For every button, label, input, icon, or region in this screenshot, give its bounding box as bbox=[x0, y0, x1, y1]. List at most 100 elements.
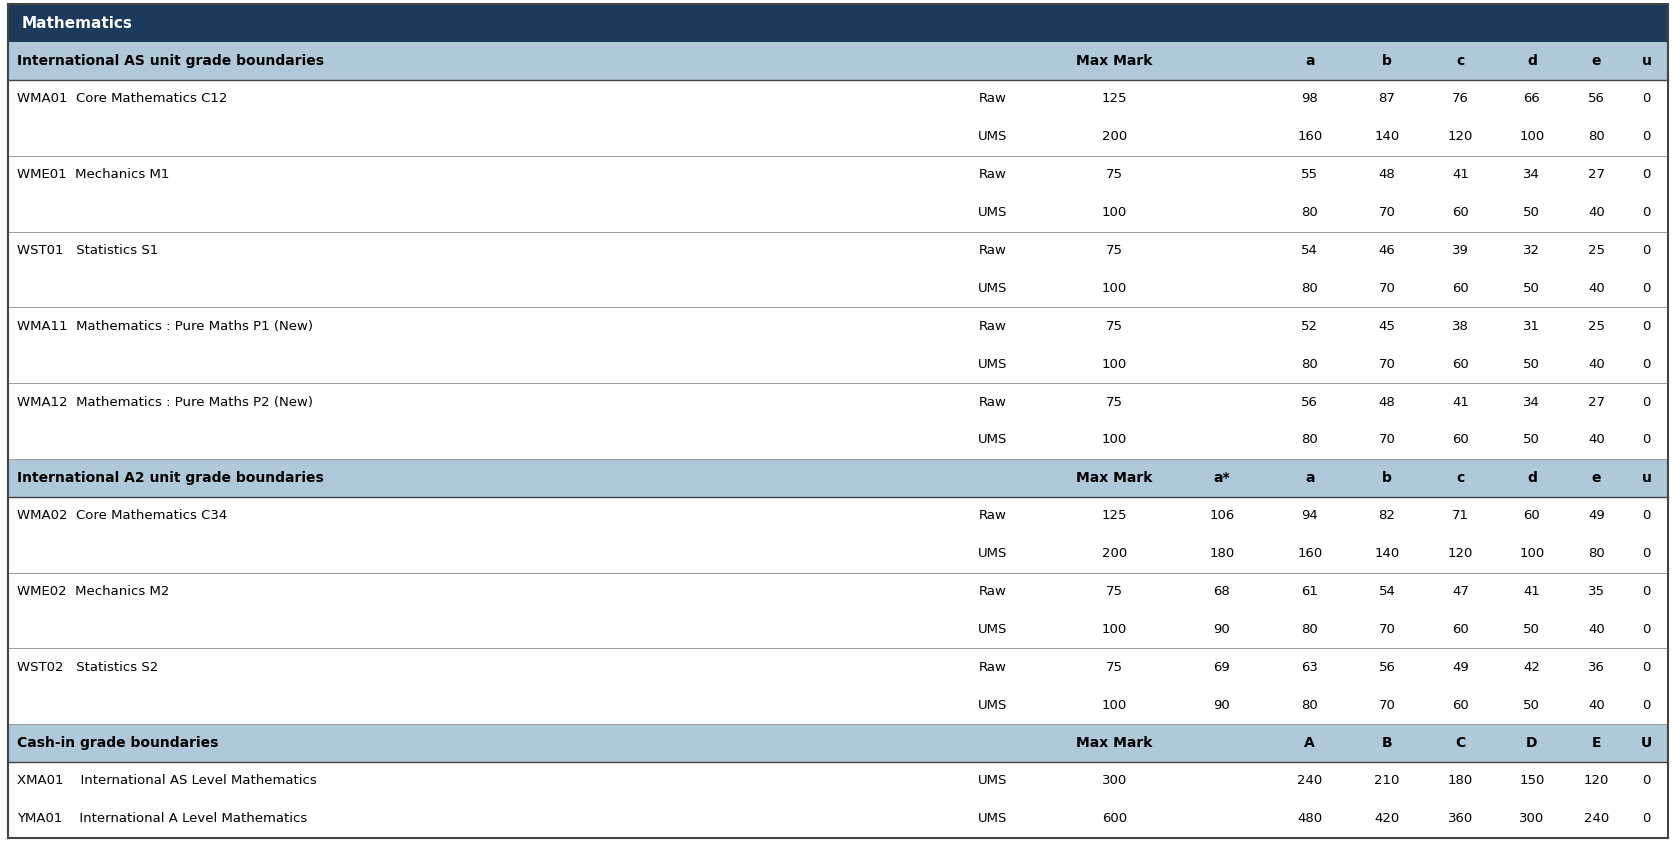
Text: 0: 0 bbox=[1642, 699, 1651, 711]
Text: 75: 75 bbox=[1106, 585, 1123, 598]
Text: 150: 150 bbox=[1518, 775, 1545, 787]
Text: 0: 0 bbox=[1642, 206, 1651, 219]
Text: 0: 0 bbox=[1642, 623, 1651, 636]
Text: 100: 100 bbox=[1101, 699, 1128, 711]
Text: a: a bbox=[1306, 471, 1314, 485]
Text: 70: 70 bbox=[1378, 434, 1396, 446]
Text: 82: 82 bbox=[1378, 509, 1396, 522]
Text: 40: 40 bbox=[1589, 206, 1604, 219]
Text: d: d bbox=[1527, 471, 1537, 485]
Text: 45: 45 bbox=[1378, 320, 1396, 333]
Text: 0: 0 bbox=[1642, 813, 1651, 825]
Text: Raw: Raw bbox=[979, 509, 1007, 522]
Bar bbox=[8, 307, 1668, 345]
Text: 75: 75 bbox=[1106, 168, 1123, 181]
Text: 54: 54 bbox=[1301, 244, 1319, 257]
Text: Raw: Raw bbox=[979, 244, 1007, 257]
Text: UMS: UMS bbox=[979, 282, 1007, 295]
Text: 50: 50 bbox=[1523, 358, 1540, 370]
Bar bbox=[8, 648, 1668, 686]
Text: YMA01    International A Level Mathematics: YMA01 International A Level Mathematics bbox=[17, 813, 307, 825]
Text: 56: 56 bbox=[1301, 396, 1319, 408]
Text: 39: 39 bbox=[1451, 244, 1470, 257]
Text: 66: 66 bbox=[1523, 93, 1540, 105]
Text: 120: 120 bbox=[1584, 775, 1609, 787]
Text: 100: 100 bbox=[1101, 434, 1128, 446]
Text: 94: 94 bbox=[1302, 509, 1317, 522]
Text: 80: 80 bbox=[1302, 699, 1317, 711]
Text: b: b bbox=[1383, 54, 1391, 68]
Text: 600: 600 bbox=[1103, 813, 1126, 825]
Text: WST01   Statistics S1: WST01 Statistics S1 bbox=[17, 244, 158, 257]
Text: C: C bbox=[1455, 736, 1466, 750]
Text: 0: 0 bbox=[1642, 661, 1651, 674]
Text: 32: 32 bbox=[1523, 244, 1540, 257]
Text: A: A bbox=[1304, 736, 1316, 750]
Text: 420: 420 bbox=[1374, 813, 1399, 825]
Bar bbox=[8, 156, 1668, 194]
Bar bbox=[8, 535, 1668, 573]
Text: 60: 60 bbox=[1453, 623, 1468, 636]
Text: 100: 100 bbox=[1101, 282, 1128, 295]
Text: UMS: UMS bbox=[979, 131, 1007, 143]
Text: 70: 70 bbox=[1378, 358, 1396, 370]
Bar bbox=[8, 232, 1668, 269]
Text: 0: 0 bbox=[1642, 93, 1651, 105]
Text: 50: 50 bbox=[1523, 623, 1540, 636]
Text: WST02   Statistics S2: WST02 Statistics S2 bbox=[17, 661, 158, 674]
Text: 34: 34 bbox=[1523, 396, 1540, 408]
Text: 40: 40 bbox=[1589, 282, 1604, 295]
Text: 70: 70 bbox=[1378, 282, 1396, 295]
Bar bbox=[8, 497, 1668, 535]
Text: 40: 40 bbox=[1589, 699, 1604, 711]
Bar bbox=[8, 573, 1668, 610]
Text: 50: 50 bbox=[1523, 206, 1540, 219]
Text: 50: 50 bbox=[1523, 282, 1540, 295]
Text: 240: 240 bbox=[1584, 813, 1609, 825]
Text: 90: 90 bbox=[1213, 699, 1230, 711]
Bar bbox=[8, 194, 1668, 232]
Bar bbox=[8, 383, 1668, 421]
Text: WMA02  Core Mathematics C34: WMA02 Core Mathematics C34 bbox=[17, 509, 226, 522]
Text: 46: 46 bbox=[1379, 244, 1394, 257]
Text: Raw: Raw bbox=[979, 168, 1007, 181]
Text: Raw: Raw bbox=[979, 396, 1007, 408]
Text: Raw: Raw bbox=[979, 661, 1007, 674]
Text: 76: 76 bbox=[1451, 93, 1470, 105]
Text: 42: 42 bbox=[1523, 661, 1540, 674]
Text: 100: 100 bbox=[1101, 623, 1128, 636]
Text: 54: 54 bbox=[1378, 585, 1396, 598]
Text: 71: 71 bbox=[1451, 509, 1470, 522]
Text: a*: a* bbox=[1213, 471, 1230, 485]
Text: 87: 87 bbox=[1378, 93, 1396, 105]
Text: UMS: UMS bbox=[979, 434, 1007, 446]
Bar bbox=[8, 762, 1668, 800]
Text: 55: 55 bbox=[1301, 168, 1319, 181]
Text: 34: 34 bbox=[1523, 168, 1540, 181]
Text: 98: 98 bbox=[1302, 93, 1317, 105]
Text: 40: 40 bbox=[1589, 358, 1604, 370]
Text: 56: 56 bbox=[1378, 661, 1396, 674]
Text: 49: 49 bbox=[1453, 661, 1468, 674]
Text: 240: 240 bbox=[1297, 775, 1322, 787]
Text: 60: 60 bbox=[1453, 282, 1468, 295]
Text: 38: 38 bbox=[1451, 320, 1470, 333]
Bar bbox=[8, 724, 1668, 762]
Text: 90: 90 bbox=[1213, 623, 1230, 636]
Text: 60: 60 bbox=[1523, 509, 1540, 522]
Text: Max Mark: Max Mark bbox=[1076, 471, 1153, 485]
Text: 120: 120 bbox=[1448, 547, 1473, 560]
Text: 160: 160 bbox=[1297, 131, 1322, 143]
Text: 100: 100 bbox=[1101, 358, 1128, 370]
Text: WMA01  Core Mathematics C12: WMA01 Core Mathematics C12 bbox=[17, 93, 228, 105]
Text: 75: 75 bbox=[1106, 661, 1123, 674]
Bar bbox=[8, 80, 1668, 118]
Text: 210: 210 bbox=[1374, 775, 1399, 787]
Text: d: d bbox=[1527, 54, 1537, 68]
Text: 0: 0 bbox=[1642, 244, 1651, 257]
Text: 360: 360 bbox=[1448, 813, 1473, 825]
Text: 140: 140 bbox=[1374, 547, 1399, 560]
Text: WME02  Mechanics M2: WME02 Mechanics M2 bbox=[17, 585, 169, 598]
Bar bbox=[8, 610, 1668, 648]
Text: 180: 180 bbox=[1448, 775, 1473, 787]
